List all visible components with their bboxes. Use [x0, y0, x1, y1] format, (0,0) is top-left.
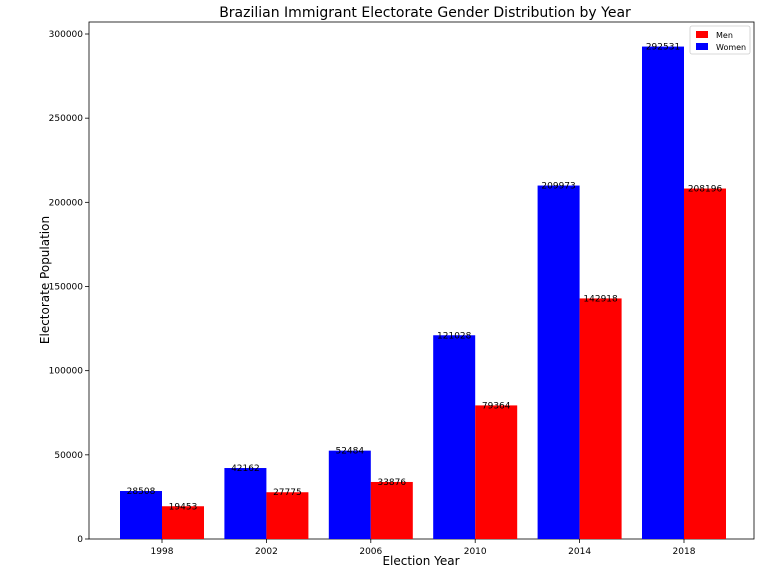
bar-women-2002 — [224, 468, 267, 539]
data-label-men-2006: 33876 — [377, 478, 406, 488]
data-label-women-2018: 292531 — [646, 43, 680, 53]
data-label-men-2014: 142918 — [583, 294, 618, 304]
y-axis-label: Electorate Population — [38, 216, 52, 344]
data-label-women-2014: 209973 — [541, 182, 575, 192]
bar-men-2006 — [370, 481, 413, 539]
x-tick-label: 2006 — [359, 547, 382, 557]
bar-men-2014 — [579, 298, 622, 539]
data-label-women-2002: 42162 — [231, 464, 260, 474]
data-labels: 28508 19453 42162 27775 52484 33876 121028 7936… — [127, 43, 723, 513]
x-axis-label: Election Year — [382, 554, 459, 568]
plot-area — [88, 21, 755, 540]
x-tick-label: 2002 — [255, 547, 278, 557]
y-tick-label: 150000 — [49, 283, 84, 293]
data-label-men-2018: 208196 — [688, 185, 723, 195]
data-label-women-1998: 28508 — [127, 487, 156, 497]
bar-men-2002 — [266, 492, 309, 539]
legend-label-men: Men — [716, 31, 733, 40]
data-label-women-2010: 121028 — [437, 331, 472, 341]
chart-title: Brazilian Immigrant Electorate Gender Di… — [219, 5, 631, 21]
y-tick-label: 100000 — [49, 367, 84, 377]
bar-men-2010 — [475, 405, 518, 539]
data-label-men-2010: 79364 — [482, 401, 511, 411]
bar-men-1998 — [162, 506, 204, 539]
y-tick-label: 300000 — [49, 30, 84, 40]
bar-women-1998 — [120, 491, 162, 539]
y-tick-label: 50000 — [54, 451, 83, 461]
y-tick-label: 250000 — [49, 114, 84, 124]
data-label-men-1998: 19453 — [169, 502, 198, 512]
legend-label-women: Women — [716, 43, 746, 52]
x-tick-label: 2010 — [464, 547, 487, 557]
bar-women-2014 — [537, 185, 580, 539]
legend: Men Women — [689, 25, 751, 55]
bar-women-2018 — [642, 46, 684, 539]
x-axis: 1998 2002 2006 2010 2014 2018 — [151, 539, 696, 557]
data-label-men-2002: 27775 — [273, 488, 302, 498]
bar-women-2010 — [433, 335, 476, 539]
y-tick-label: 200000 — [49, 198, 84, 208]
data-label-women-2006: 52484 — [335, 447, 364, 457]
y-tick-label: 0 — [77, 535, 83, 545]
x-tick-label: 2018 — [673, 547, 696, 557]
legend-swatch-men — [696, 31, 708, 38]
legend-swatch-women — [696, 43, 708, 50]
bars — [120, 46, 726, 539]
x-tick-label: 1998 — [151, 547, 174, 557]
bar-men-2018 — [684, 188, 726, 539]
y-axis: 0 50000 100000 150000 200000 250000 300000 — [49, 30, 89, 545]
bar-women-2006 — [328, 450, 371, 539]
x-tick-label: 2014 — [568, 547, 591, 557]
